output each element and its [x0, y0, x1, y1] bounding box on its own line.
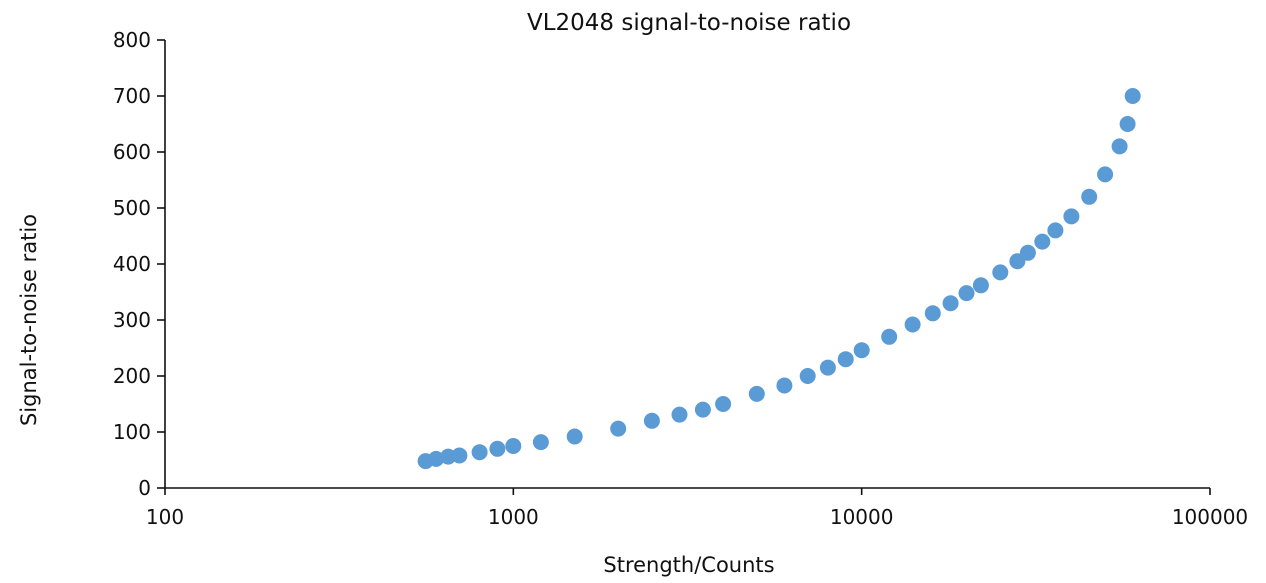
- y-axis-label: Signal-to-noise ratio: [17, 214, 41, 426]
- data-point: [819, 359, 836, 376]
- data-point: [924, 305, 941, 322]
- y-tick-label: 100: [113, 420, 151, 444]
- data-point: [671, 406, 688, 423]
- chart-title: VL2048 signal-to-noise ratio: [527, 10, 851, 36]
- data-point: [972, 277, 989, 294]
- data-point: [1081, 188, 1098, 205]
- data-point: [799, 368, 816, 384]
- x-ticks: 100 1000 10000 100000: [146, 488, 1248, 529]
- y-tick-label: 500: [113, 196, 151, 220]
- data-point: [992, 264, 1009, 281]
- y-tick-label: 200: [113, 364, 151, 388]
- y-tick-label: 300: [113, 308, 151, 332]
- data-point: [610, 420, 627, 437]
- data-point: [566, 428, 583, 445]
- data-point: [1063, 208, 1080, 225]
- y-tick-label: 600: [113, 140, 151, 164]
- data-point: [1034, 233, 1051, 250]
- data-point: [776, 377, 793, 394]
- data-point: [505, 438, 522, 454]
- data-point: [942, 295, 959, 312]
- data-point: [1047, 222, 1064, 239]
- data-point: [1111, 138, 1128, 155]
- data-point: [881, 328, 898, 345]
- data-point: [1124, 88, 1141, 104]
- y-ticks: 0 100 200 300 400 500 600 700 800: [113, 28, 165, 500]
- data-point: [428, 450, 445, 467]
- x-tick-label: 100: [146, 505, 184, 529]
- data-point: [532, 434, 549, 451]
- data-point: [489, 440, 506, 457]
- data-point: [715, 396, 732, 412]
- data-point: [837, 351, 854, 368]
- x-tick-label: 100000: [1172, 505, 1248, 529]
- data-point: [904, 316, 921, 333]
- x-tick-label: 10000: [830, 505, 894, 529]
- data-point: [1019, 244, 1036, 261]
- data-point: [471, 444, 488, 461]
- y-tick-label: 700: [113, 84, 151, 108]
- data-points: [417, 88, 1141, 470]
- data-point: [1097, 166, 1114, 183]
- x-tick-label: 1000: [488, 505, 539, 529]
- data-point: [643, 412, 660, 429]
- data-point: [958, 285, 975, 302]
- data-point: [853, 342, 870, 359]
- x-axis-label: Strength/Counts: [603, 553, 774, 577]
- y-tick-label: 800: [113, 28, 151, 52]
- y-tick-label: 400: [113, 252, 151, 276]
- data-point: [694, 401, 711, 418]
- data-point: [451, 447, 468, 464]
- data-point: [1119, 116, 1136, 132]
- data-point: [748, 385, 765, 402]
- y-tick-label: 0: [138, 476, 151, 500]
